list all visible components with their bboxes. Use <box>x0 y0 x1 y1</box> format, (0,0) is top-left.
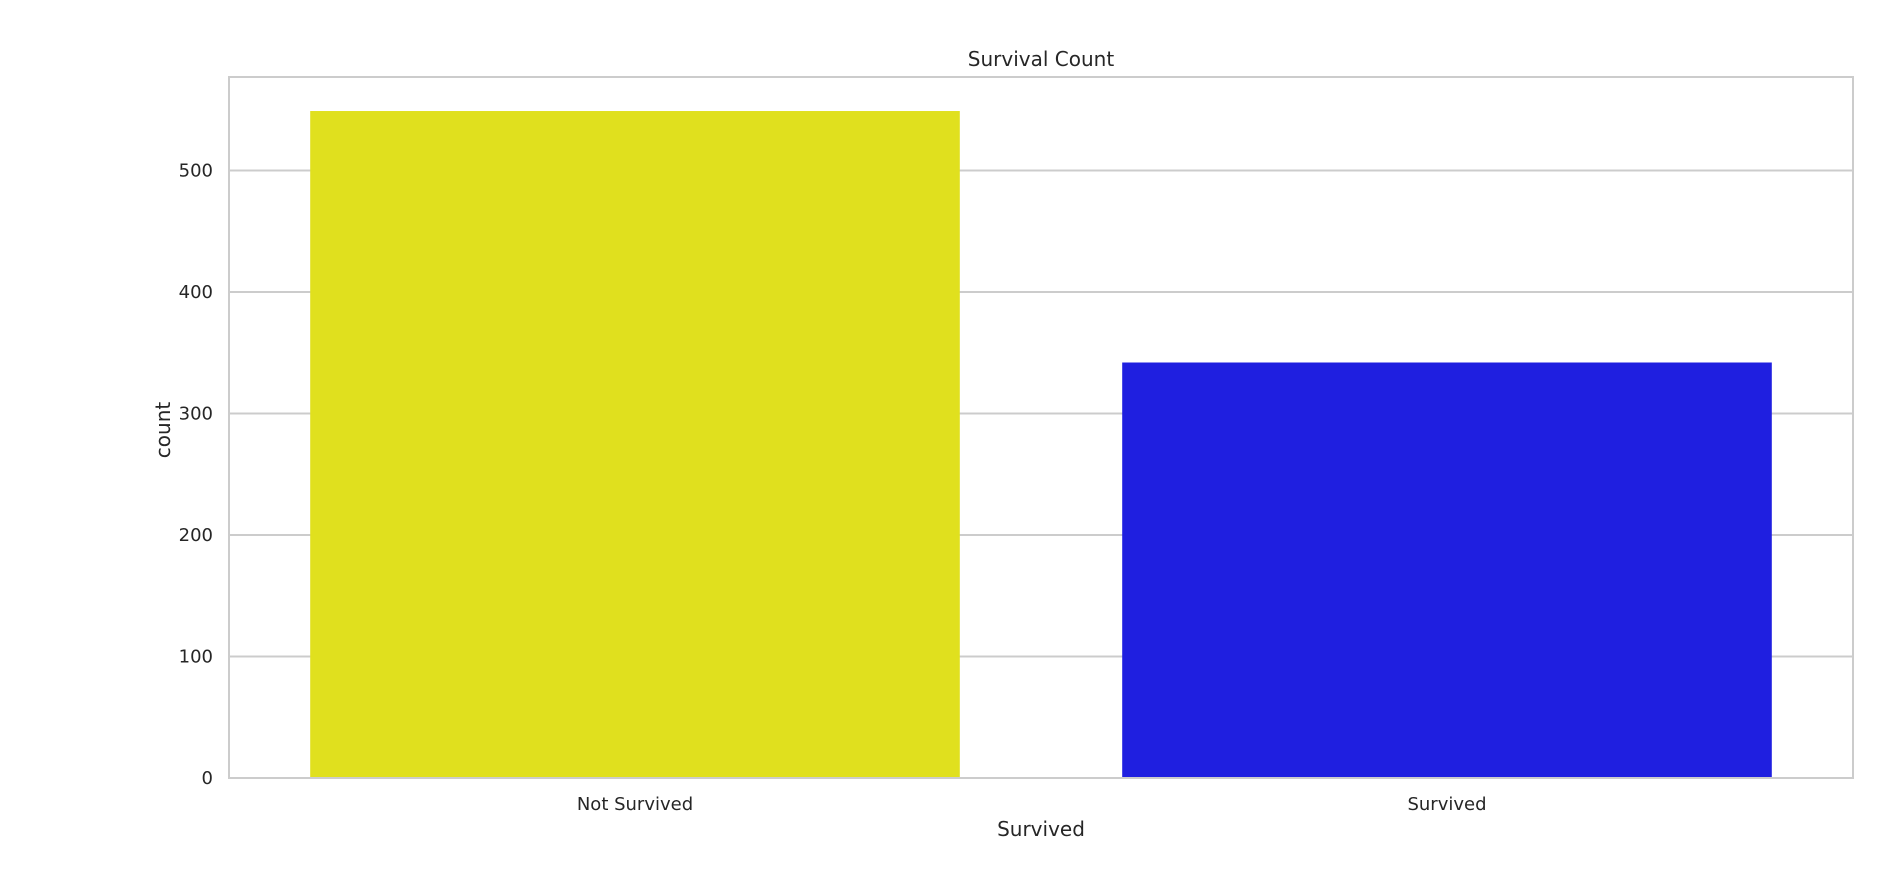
y-tick-label: 200 <box>179 525 213 546</box>
y-tick-label: 100 <box>179 647 213 668</box>
y-tick-label: 300 <box>179 404 213 425</box>
y-axis-label: count <box>151 402 175 459</box>
x-tick-label: Not Survived <box>577 794 693 815</box>
bar <box>310 111 960 778</box>
y-tick-label: 500 <box>179 161 213 182</box>
bar <box>1122 362 1772 778</box>
y-tick-label: 400 <box>179 282 213 303</box>
x-tick-labels: Not Survived Survived <box>577 794 1487 815</box>
chart-title: Survival Count <box>968 47 1115 71</box>
x-axis-label: Survived <box>997 817 1085 841</box>
plot-frame <box>228 76 1854 779</box>
y-tick-labels: 0 100 200 300 400 500 <box>179 161 213 789</box>
bars <box>310 111 1772 778</box>
y-tick-label: 0 <box>202 768 213 789</box>
x-tick-label: Survived <box>1407 794 1486 815</box>
